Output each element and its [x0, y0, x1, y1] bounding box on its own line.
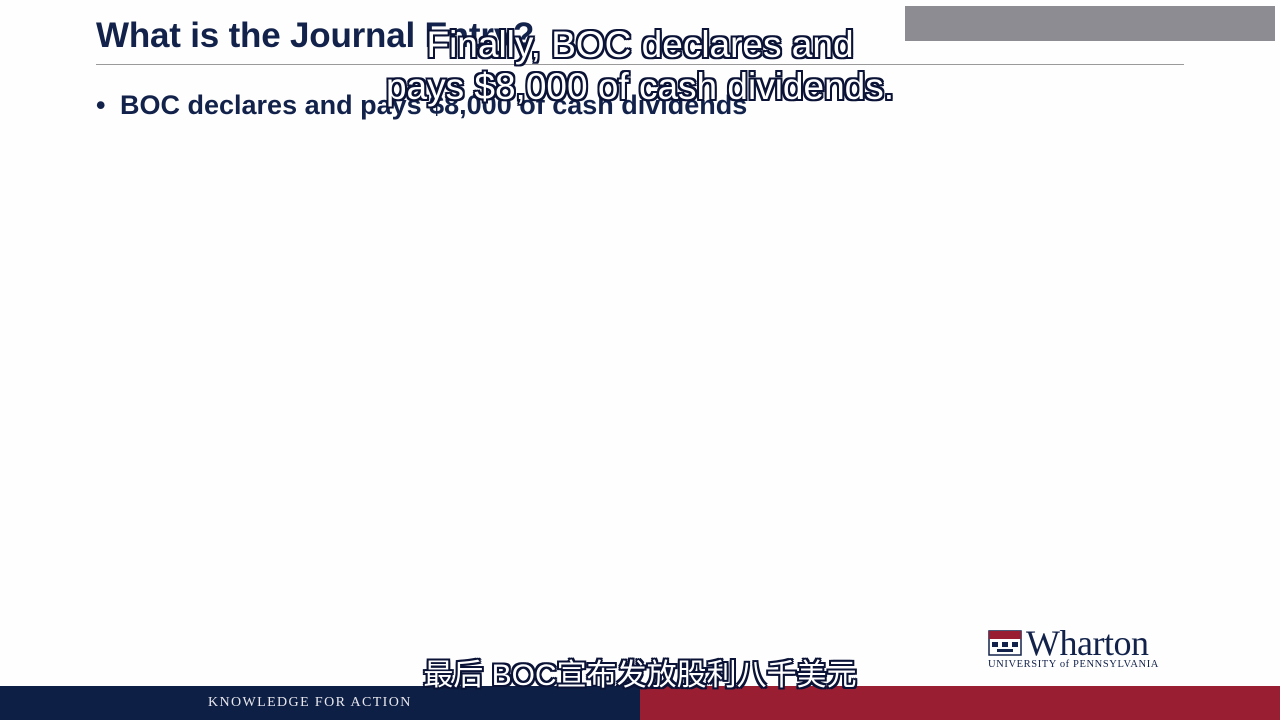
logo-wordmark: Wharton: [1026, 623, 1149, 663]
footer-tagline: KNOWLEDGE FOR ACTION: [208, 695, 412, 710]
penn-shield-icon: [988, 630, 1022, 656]
title-divider: [96, 64, 1184, 65]
bullet-text: BOC declares and pays $8,000 of cash div…: [120, 90, 748, 120]
bullet-marker: •: [96, 90, 106, 120]
footer-red-band: [640, 686, 1280, 720]
wharton-logo: Wharton UNIVERSITY of PENNSYLVANIA: [988, 623, 1193, 672]
bullet-item: • BOC declares and pays $8,000 of cash di…: [96, 90, 747, 121]
subtitle-english-line-1: Finally, BOC declares and: [426, 24, 854, 65]
subtitle-chinese: 最后 BOC宣布发放股利八千美元: [423, 659, 857, 692]
footer-navy-band: KNOWLEDGE FOR ACTION: [0, 686, 640, 720]
corner-gray-bar: [905, 6, 1275, 41]
subtitle-english-line-2: pays $8,000 of cash dividends.: [385, 66, 895, 107]
slide-title: What is the Journal Entry?: [96, 16, 535, 55]
logo-subtext: UNIVERSITY of PENNSYLVANIA: [988, 659, 1159, 670]
